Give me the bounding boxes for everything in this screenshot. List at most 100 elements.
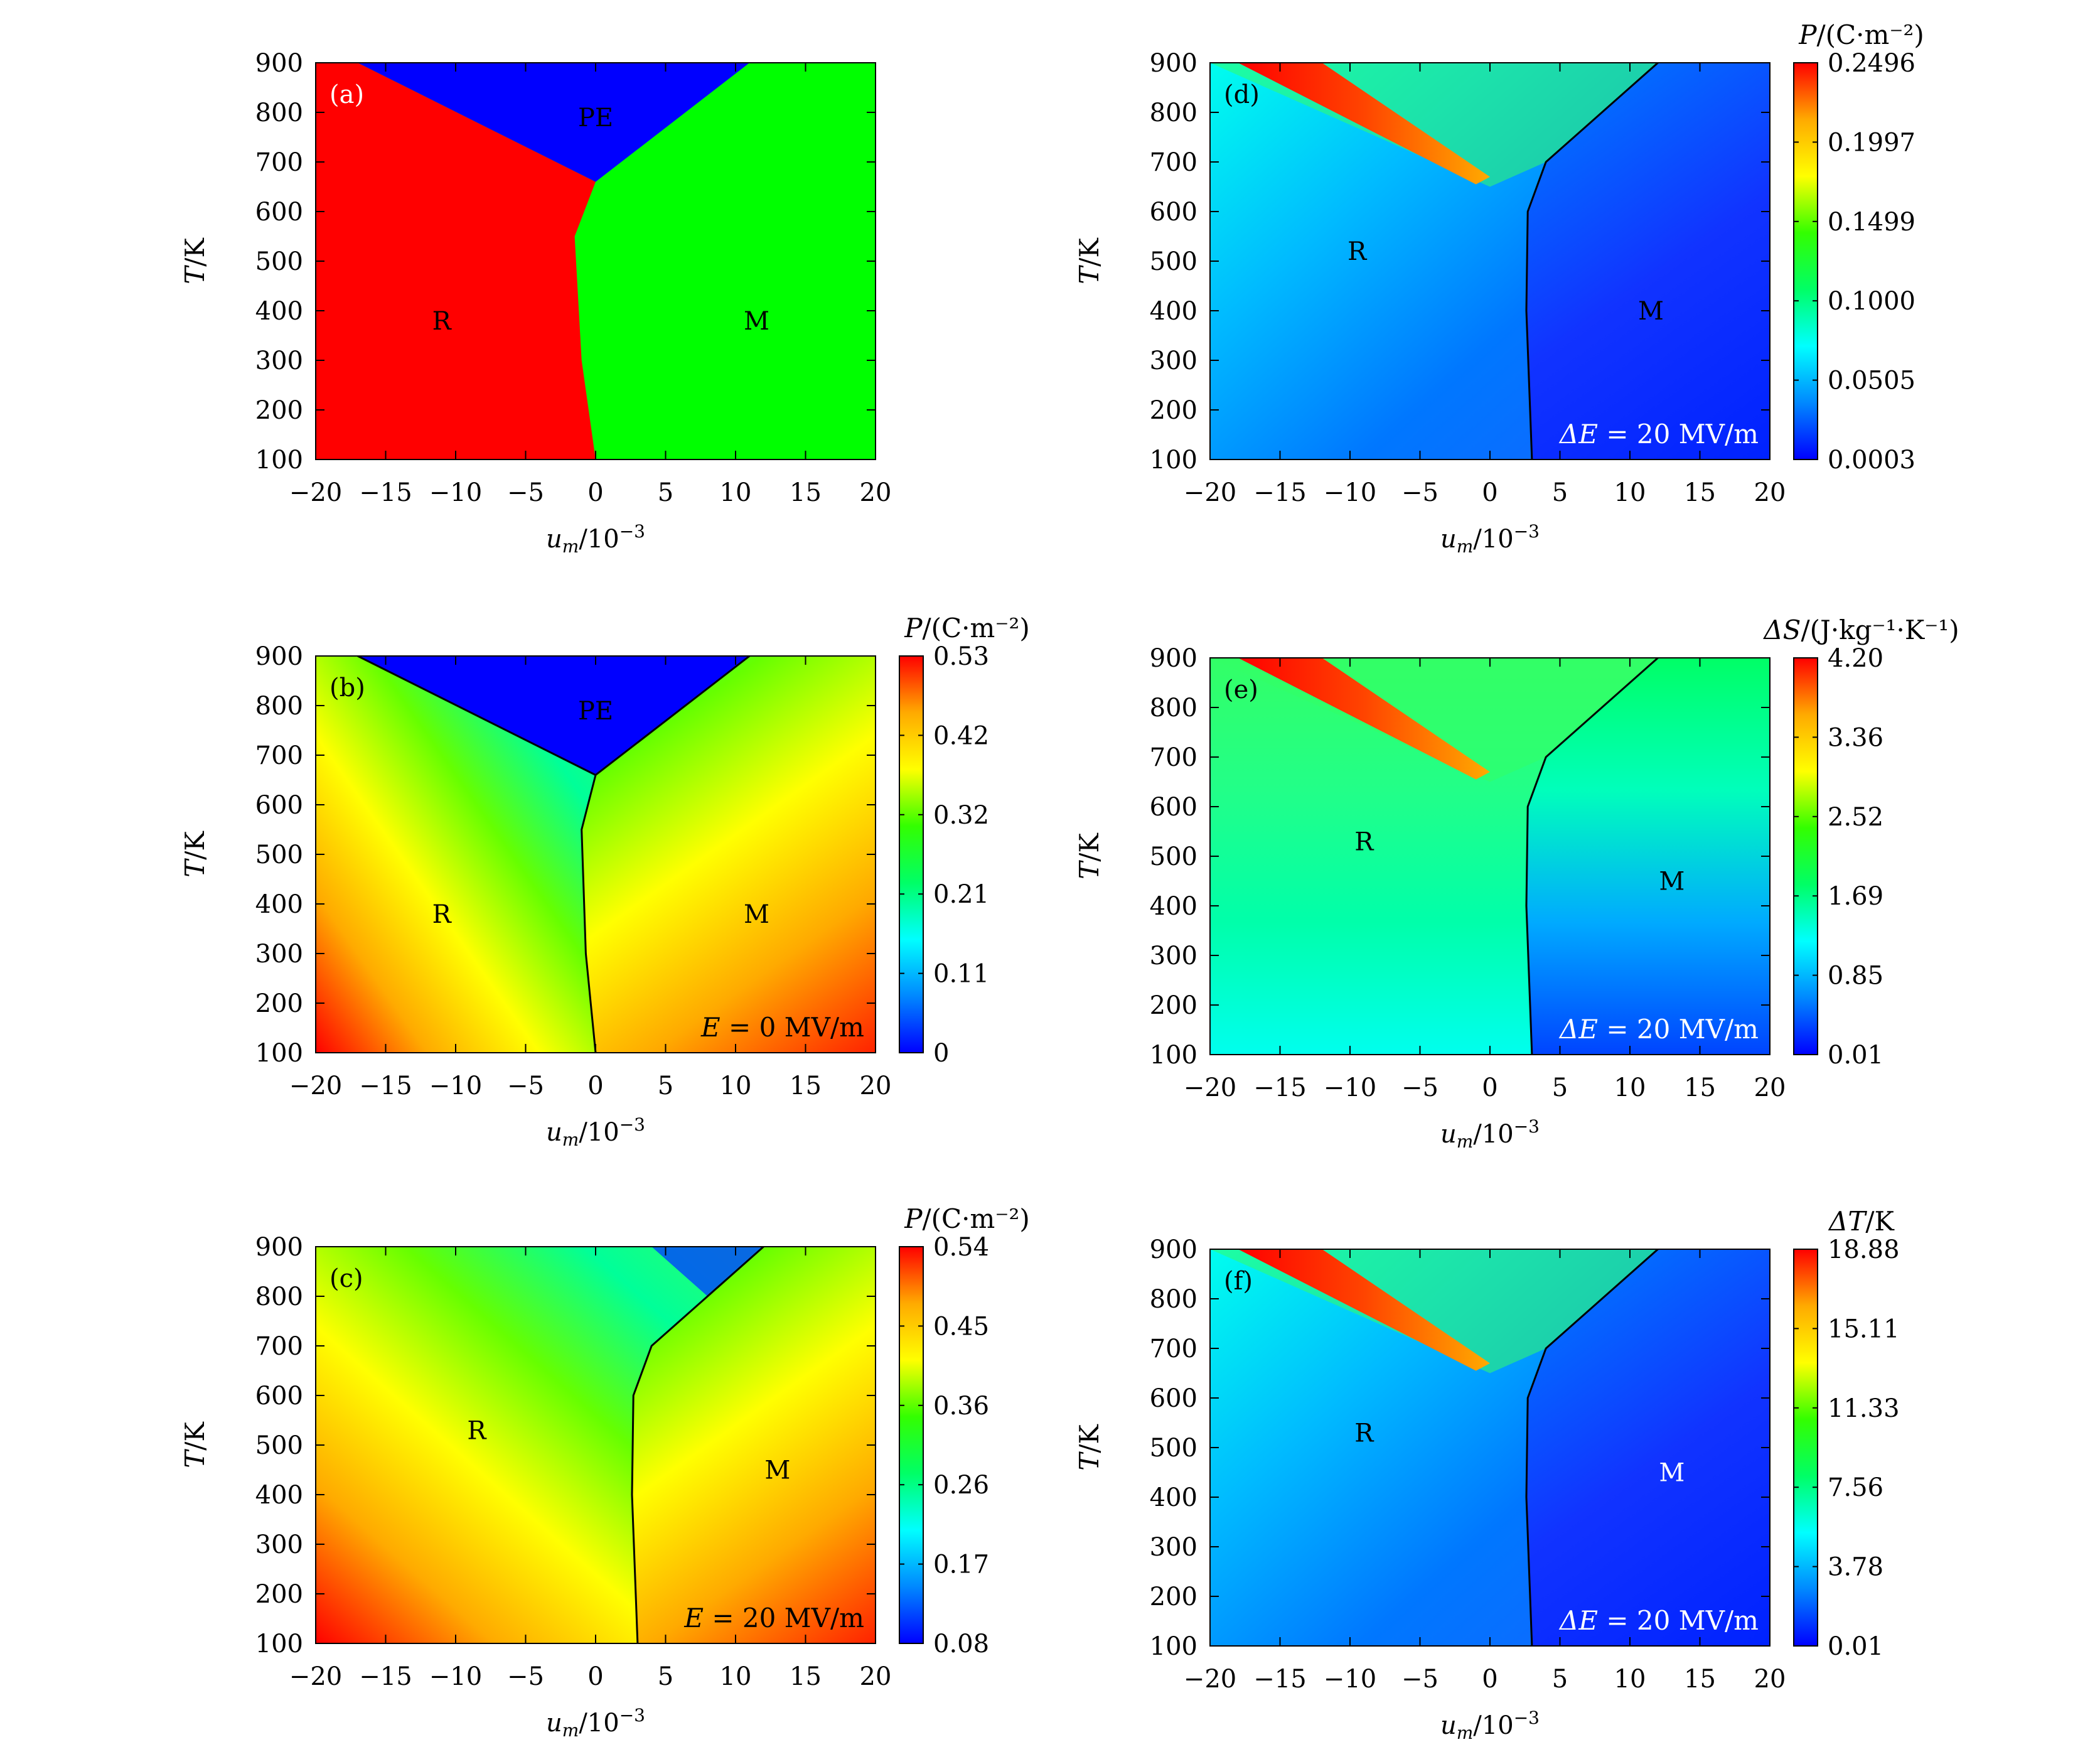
field-label: E = 20 MV/m (683, 1603, 864, 1633)
y-tick-label: 200 (255, 989, 303, 1018)
phase-label-R: R (432, 307, 453, 336)
y-tick-label: 500 (255, 247, 303, 276)
field-label: ΔE = 20 MV/m (1558, 1014, 1759, 1045)
x-tick-label: −5 (507, 1662, 544, 1691)
x-tick-label: −15 (1253, 1665, 1306, 1694)
x-axis-label: um/10−3 (546, 1114, 645, 1150)
colorbar-tick-label: 3.78 (1828, 1553, 1883, 1582)
region-PE (357, 63, 750, 182)
colorbar-tick-label: 0 (933, 1039, 949, 1068)
y-tick-label: 800 (1150, 99, 1197, 127)
phase-label-R: R (1347, 237, 1368, 266)
colorbar-tick-label: 11.33 (1828, 1394, 1900, 1423)
x-tick-label: 0 (1482, 1665, 1497, 1694)
region-PE (357, 656, 750, 775)
colorbar-tick-label: 0.45 (933, 1312, 989, 1341)
x-tick-label: 5 (658, 1662, 673, 1691)
y-tick-label: 400 (255, 890, 303, 919)
y-axis-label: T/K (1074, 832, 1105, 879)
field-peak (1238, 658, 1490, 780)
y-tick-label: 300 (255, 347, 303, 375)
phase-label-M: M (1638, 297, 1664, 326)
colorbar-tick-label: 0.21 (933, 880, 989, 909)
phase-label-R: R (432, 900, 453, 929)
colorbar-tick-label: 0.53 (933, 642, 989, 671)
x-tick-label: 15 (1684, 1073, 1716, 1102)
y-tick-label: 300 (1150, 1533, 1197, 1562)
x-tick-label: 0 (587, 478, 603, 507)
colorbar-tick-label: 0.42 (933, 721, 989, 750)
panel-label: (c) (329, 1264, 363, 1293)
x-tick-label: −15 (1253, 478, 1306, 507)
y-tick-label: 600 (255, 198, 303, 227)
colorbar-tick-label: 0.0003 (1828, 446, 1915, 475)
colorbar-tick-label: 3.36 (1828, 723, 1883, 752)
x-tick-label: 5 (1552, 1665, 1568, 1694)
x-tick-label: −5 (1401, 1073, 1438, 1102)
colorbar-title: P/(C·m⁻²) (904, 1203, 1030, 1234)
y-tick-label: 300 (255, 1530, 303, 1559)
x-axis-label: um/10−3 (1440, 1116, 1540, 1152)
x-tick-label: 15 (790, 478, 822, 507)
panel-label: (d) (1224, 80, 1260, 109)
x-tick-label: −5 (507, 1072, 544, 1100)
x-tick-label: −5 (507, 478, 544, 507)
y-tick-label: 600 (1150, 1384, 1197, 1413)
x-tick-label: −5 (1401, 478, 1438, 507)
boundary-M-PE (595, 656, 751, 776)
panel-label: (b) (329, 674, 365, 702)
panel-a: −20 −15 −10 −5 0 5 10 15 20 100 200 300 400 500 600 700… (179, 49, 891, 557)
heatmap-area-c (316, 1247, 876, 1643)
region-R (316, 63, 596, 460)
x-tick-label: −10 (1324, 1665, 1376, 1694)
colorbar-tick-label: 0.0505 (1828, 367, 1915, 395)
x-tick-label: 20 (860, 1662, 892, 1691)
y-tick-label: 900 (255, 642, 303, 671)
y-tick-label: 100 (255, 1630, 303, 1658)
x-tick-label: −5 (1401, 1665, 1438, 1694)
field-R (1210, 63, 1658, 460)
colorbar-tick-label: 0.54 (933, 1233, 989, 1262)
panel-label: (a) (329, 80, 364, 109)
x-tick-label: −20 (289, 478, 342, 507)
y-tick-label: 400 (1150, 892, 1197, 921)
panel-label: (f) (1224, 1267, 1253, 1296)
field-label: ΔE = 20 MV/m (1558, 1605, 1759, 1636)
x-tick-label: −15 (359, 1072, 412, 1100)
phase-label-M: M (764, 1456, 790, 1485)
x-tick-label: 5 (658, 478, 673, 507)
x-tick-label: 15 (1684, 1665, 1716, 1694)
y-tick-label: 200 (1150, 1583, 1197, 1611)
colorbar-tick-label: 4.20 (1828, 644, 1883, 673)
x-axis-label: um/10−3 (546, 1705, 645, 1741)
y-tick-label: 700 (255, 1332, 303, 1361)
y-tick-label: 600 (1150, 198, 1197, 227)
heatmap-area-e (1210, 658, 1770, 1055)
x-tick-label: 5 (1552, 1073, 1568, 1102)
colorbar-tick-label: 18.88 (1828, 1235, 1900, 1264)
y-tick-label: 100 (255, 446, 303, 475)
y-tick-label: 200 (255, 396, 303, 425)
y-tick-label: 900 (1150, 644, 1197, 673)
x-tick-label: −10 (429, 1072, 482, 1100)
colorbar (1793, 62, 1818, 460)
phase-label-R: R (1354, 827, 1374, 856)
heatmap-area-d (1210, 63, 1770, 460)
x-tick-label: −20 (1184, 1073, 1236, 1102)
y-tick-label: 400 (1150, 297, 1197, 326)
colorbar-tick-label: 0.11 (933, 960, 989, 989)
x-tick-label: −15 (359, 478, 412, 507)
colorbar-title: ΔT/K (1828, 1206, 1895, 1237)
heatmap-area-f (1210, 1249, 1770, 1646)
colorbar-tick-label: 0.01 (1828, 1632, 1883, 1661)
y-tick-label: 200 (1150, 396, 1197, 425)
field-label: ΔE = 20 MV/m (1558, 419, 1759, 449)
y-tick-label: 400 (255, 297, 303, 326)
y-tick-label: 500 (255, 841, 303, 869)
y-tick-label: 300 (1150, 942, 1197, 970)
y-tick-label: 100 (1150, 446, 1197, 475)
colorbar-tick-label: 1.69 (1828, 882, 1883, 911)
heatmap-area-b (316, 656, 876, 1053)
field-peak (1238, 63, 1490, 185)
field-R (1210, 1249, 1658, 1646)
